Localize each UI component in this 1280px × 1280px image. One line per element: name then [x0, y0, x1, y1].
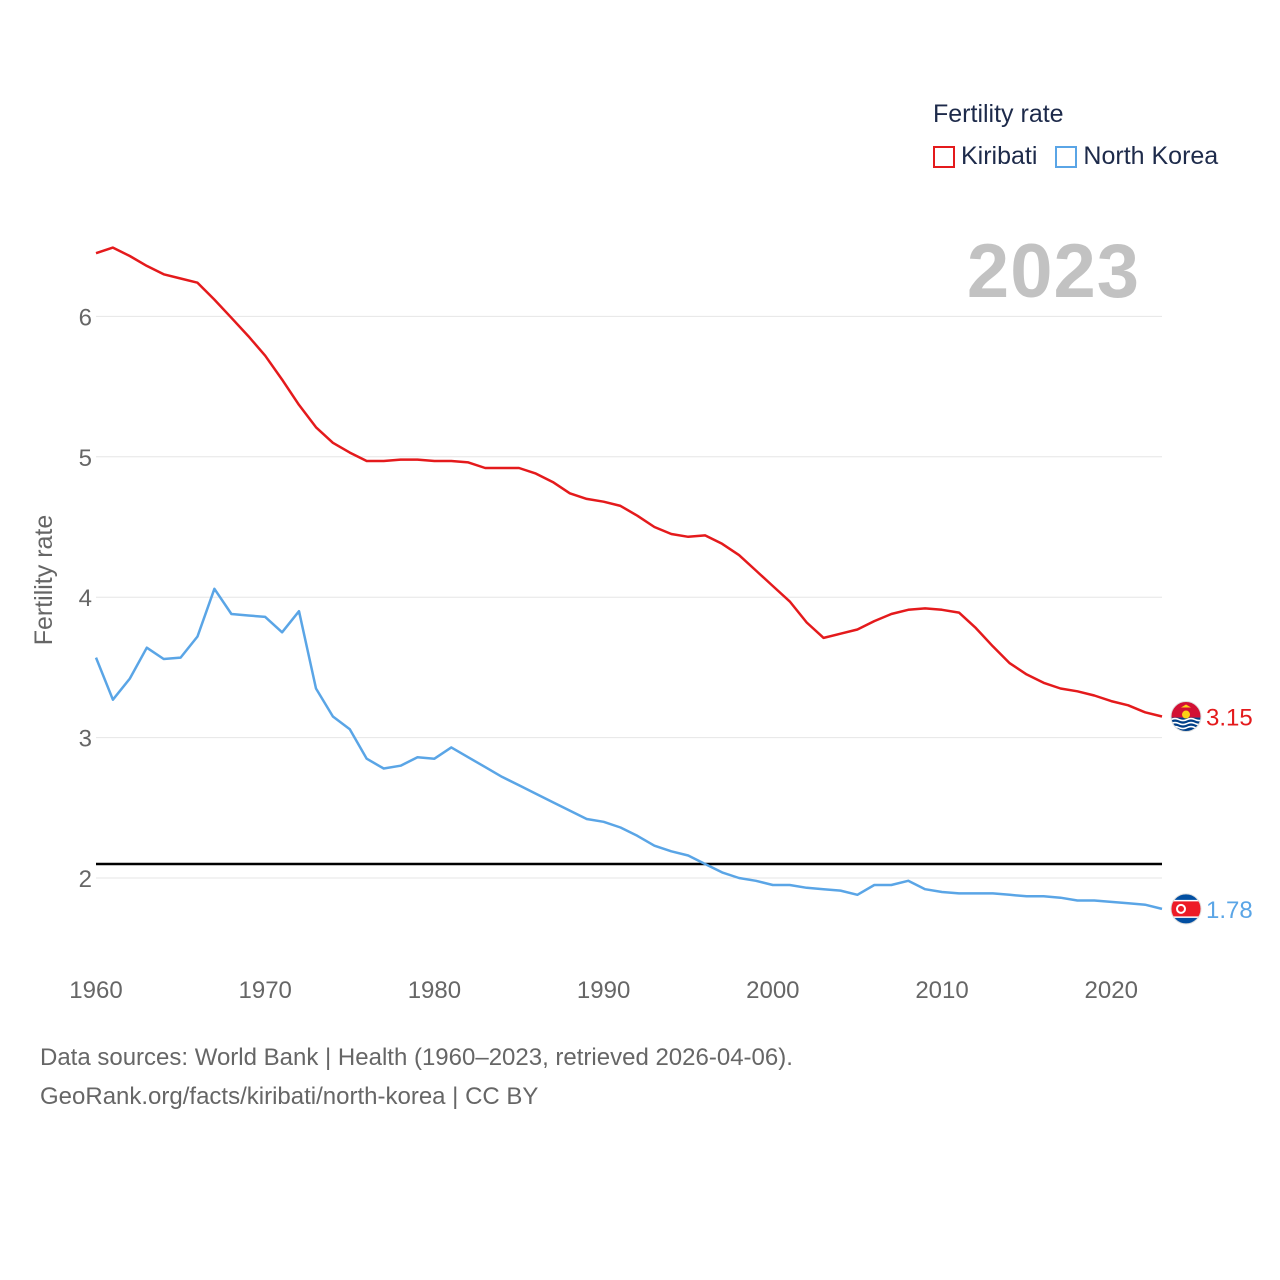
legend-label-kiribati: Kiribati [961, 142, 1038, 170]
y-tick-label: 3 [79, 726, 92, 753]
flag-marker-kiribati [1170, 701, 1202, 733]
source-line-2: GeoRank.org/facts/kiribati/north-korea |… [40, 1083, 539, 1110]
y-tick-labels: 2 3 4 5 6 [79, 304, 92, 893]
end-label-kiribati: 3.15 [1206, 705, 1253, 732]
series-line-north-korea[interactable] [94, 587, 1163, 911]
x-tick-label: 2000 [746, 977, 799, 1004]
legend-item-kiribati[interactable]: Kiribati [933, 142, 1037, 171]
grid-lines [96, 315, 1162, 879]
x-tick-label: 2020 [1085, 977, 1138, 1004]
x-tick-labels: 1960 1970 1980 1990 2000 2010 2020 [69, 977, 1138, 1004]
y-tick-label: 4 [79, 585, 92, 612]
x-tick-label: 1990 [577, 977, 630, 1004]
y-tick-label: 2 [79, 866, 92, 893]
series-line-kiribati[interactable] [95, 246, 1163, 718]
source-line-1: Data sources: World Bank | Health (1960–… [40, 1044, 793, 1071]
y-tick-label: 6 [79, 304, 92, 331]
series-lines [94, 246, 1163, 911]
x-tick-label: 2010 [915, 977, 968, 1004]
legend-label-north-korea: North Korea [1083, 142, 1219, 170]
x-tick-label: 1980 [408, 977, 461, 1004]
x-tick-label: 1970 [239, 977, 292, 1004]
flag-marker-north-korea [1170, 893, 1202, 925]
legend-swatch-kiribati [933, 145, 955, 168]
legend-title: Fertility rate [933, 100, 1064, 128]
end-label-north-korea: 1.78 [1206, 897, 1253, 924]
y-tick-label: 5 [79, 445, 92, 472]
legend: Kiribati North Korea [933, 142, 1236, 171]
x-tick-label: 1960 [69, 977, 122, 1004]
legend-item-north-korea[interactable]: North Korea [1055, 142, 1218, 171]
y-axis-label: Fertility rate [30, 515, 58, 646]
legend-swatch-north-korea [1055, 145, 1078, 168]
year-badge: 2023 [966, 229, 1140, 314]
end-markers: 3.15 1.78 [1170, 701, 1253, 925]
